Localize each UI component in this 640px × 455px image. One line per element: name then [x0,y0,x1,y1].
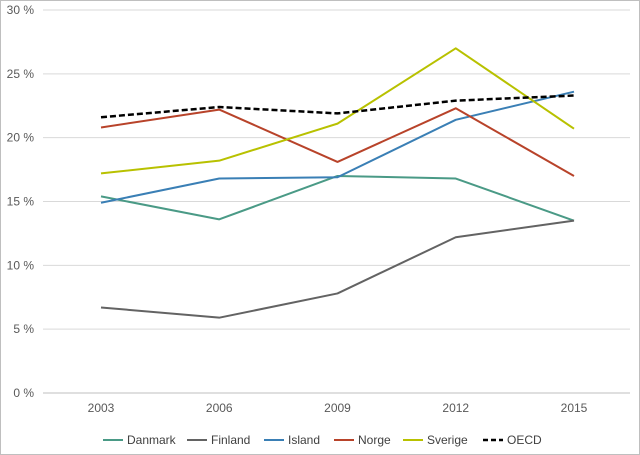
series-line-norge [100,107,575,177]
series-line-oecd [100,94,575,119]
x-tick-label: 2015 [561,401,588,415]
legend: Danmark Finland Island Norge Sverige OECD [103,433,542,447]
legend-label-danmark: Danmark [127,433,177,447]
legend-label-finland: Finland [211,433,250,447]
series-line-danmark [100,174,575,222]
legend-label-oecd: OECD [507,433,542,447]
x-tick-label: 2006 [206,401,233,415]
y-tick-label: 0 % [13,386,34,400]
legend-label-norge: Norge [358,433,391,447]
legend-label-sverige: Sverige [427,433,468,447]
gridlines [43,9,630,394]
y-axis-ticks: 0 % 5 % 10 % 15 % 20 % 25 % 30 % [7,3,35,400]
y-tick-label: 15 % [7,195,35,209]
x-axis-ticks: 2003 2006 2009 2012 2015 [88,401,588,415]
y-tick-label: 5 % [13,322,34,336]
series-lines [100,47,575,319]
series-line-finland [100,219,575,319]
x-tick-label: 2003 [88,401,115,415]
series-line-sverige [100,47,575,175]
y-tick-label: 20 % [7,131,35,145]
x-tick-label: 2012 [442,401,469,415]
y-tick-label: 30 % [7,3,35,17]
series-line-island [100,90,575,204]
x-tick-label: 2009 [324,401,351,415]
legend-label-island: Island [288,433,320,447]
y-tick-label: 25 % [7,67,35,81]
y-tick-label: 10 % [7,258,35,272]
